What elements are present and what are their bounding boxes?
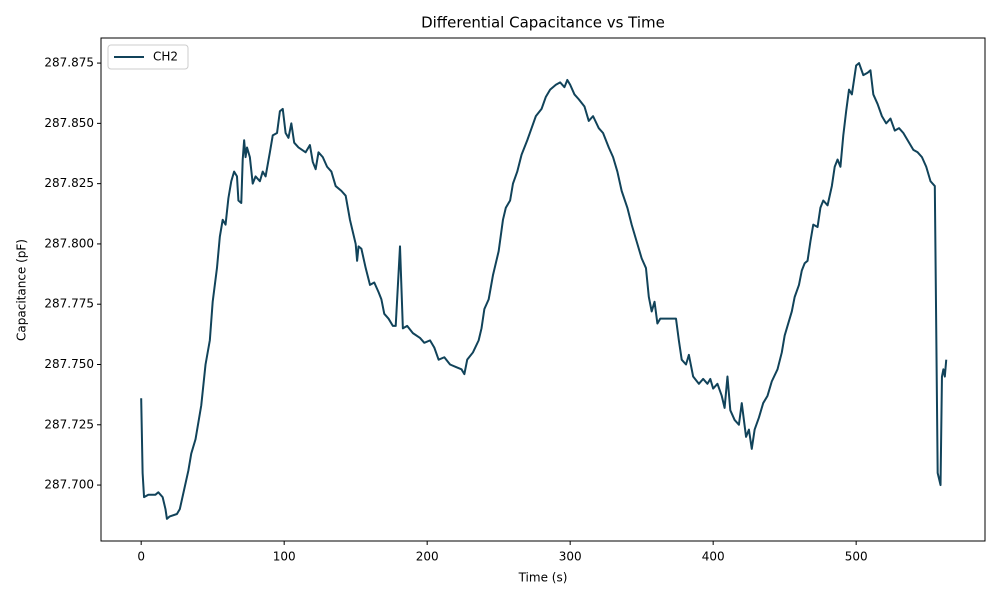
y-tick-label: 287.775 <box>44 297 94 311</box>
x-tick-label: 100 <box>273 550 296 564</box>
y-tick-label: 287.725 <box>44 417 94 431</box>
x-tick-label: 0 <box>137 550 145 564</box>
plot-frame <box>100 37 986 542</box>
legend-box <box>107 44 189 70</box>
y-axis-label: Capacitance (pF) <box>15 239 29 341</box>
y-tick-label: 287.825 <box>44 176 94 190</box>
chart-title: Differential Capacitance vs Time <box>421 14 665 32</box>
y-tick-label: 287.700 <box>44 478 94 492</box>
y-tick-label: 287.800 <box>44 236 94 250</box>
x-tick-label: 400 <box>702 550 725 564</box>
x-tick-label: 500 <box>845 550 868 564</box>
y-tick-label: 287.850 <box>44 116 94 130</box>
y-tick-label: 287.875 <box>44 56 94 70</box>
legend-label: CH2 <box>153 50 178 64</box>
x-tick-label: 200 <box>416 550 439 564</box>
x-axis-label: Time (s) <box>518 571 568 585</box>
y-tick-label: 287.750 <box>44 357 94 371</box>
x-tick-label: 300 <box>559 550 582 564</box>
data-line <box>140 62 948 520</box>
